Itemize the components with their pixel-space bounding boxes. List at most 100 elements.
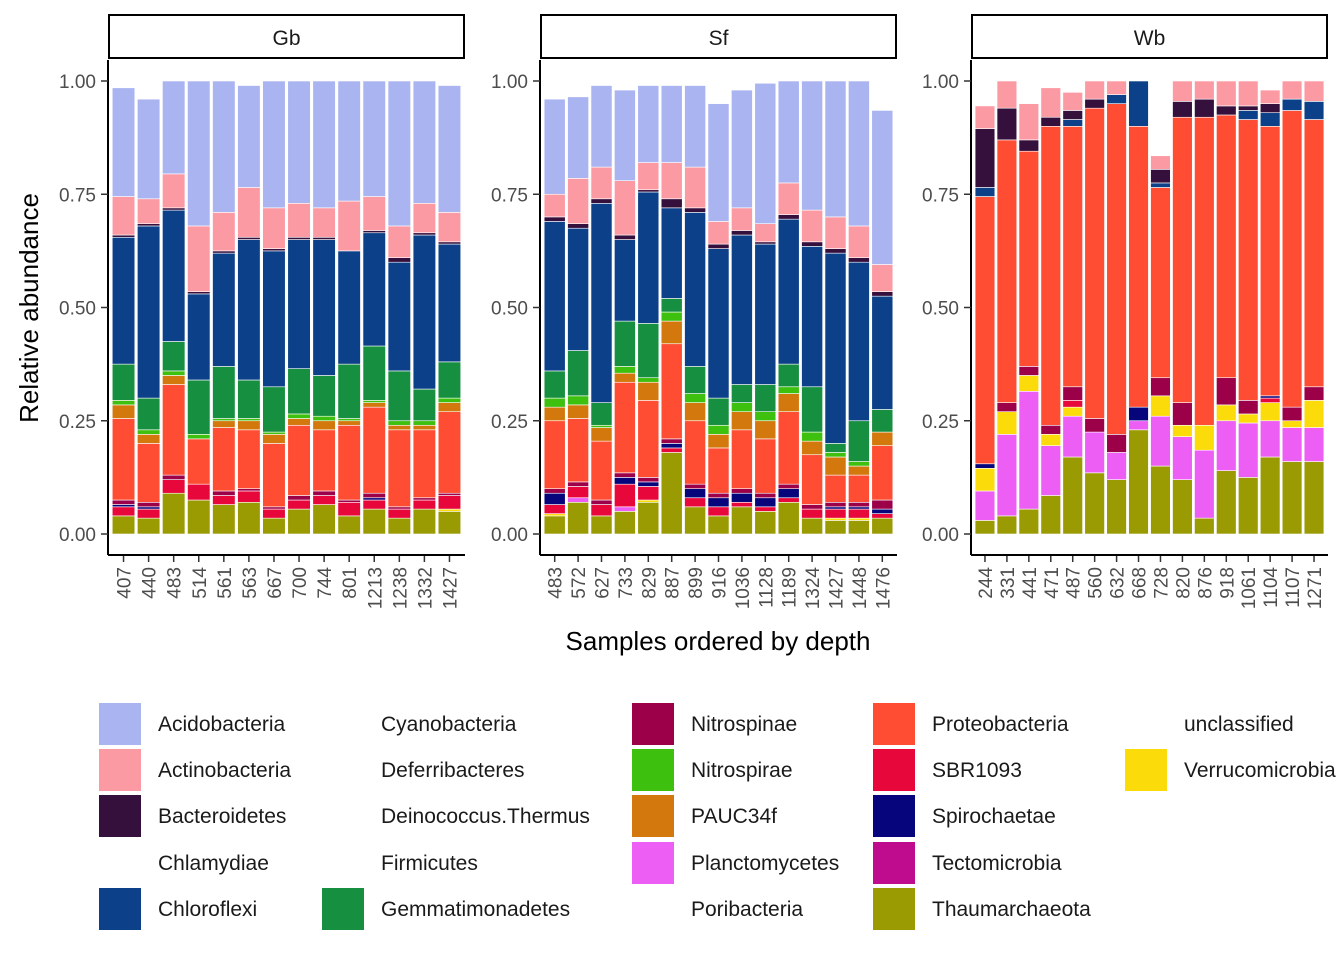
bar-segment bbox=[111, 234, 136, 238]
facet-strip bbox=[540, 14, 897, 59]
legend-item: Verrucomicrobia bbox=[1125, 749, 1336, 791]
y-tick-label: 1.00 bbox=[491, 72, 528, 93]
bar-segment bbox=[824, 517, 847, 521]
bar-segment bbox=[1303, 80, 1325, 102]
bar-segment bbox=[1238, 477, 1259, 535]
bar-segment bbox=[412, 232, 436, 236]
bar-segment bbox=[707, 221, 730, 245]
x-tick-label: 1189 bbox=[780, 567, 801, 608]
bar-segment bbox=[162, 384, 186, 476]
bar-segment bbox=[387, 261, 411, 372]
bar-segment bbox=[590, 515, 613, 535]
bar-segment bbox=[187, 80, 211, 227]
bar-segment bbox=[1150, 187, 1171, 379]
legend-key bbox=[99, 842, 141, 884]
bar-segment bbox=[754, 497, 777, 508]
bar-segment bbox=[543, 504, 566, 514]
bar-1036 bbox=[731, 89, 753, 535]
legend-item: Thaumarchaeota bbox=[873, 888, 1091, 930]
legend-label: Bacteroidetes bbox=[158, 805, 286, 828]
bar-segment bbox=[212, 250, 236, 254]
bar-segment bbox=[590, 198, 613, 204]
x-tick-label: 829 bbox=[639, 567, 660, 599]
bar-segment bbox=[137, 443, 161, 503]
bar-segment bbox=[801, 80, 823, 211]
bar-segment bbox=[660, 207, 683, 299]
bar-segment bbox=[437, 241, 462, 245]
legend-key bbox=[322, 842, 364, 884]
bar-segment bbox=[262, 80, 286, 209]
x-tick-label: 483 bbox=[546, 567, 567, 599]
bar-segment bbox=[162, 80, 186, 175]
bar-segment bbox=[1018, 366, 1040, 376]
legend: Acidobacteria Actinobacteria Bacteroidetes… bbox=[99, 703, 1336, 930]
bar-segment bbox=[162, 173, 186, 209]
x-tick-label: 514 bbox=[190, 567, 211, 599]
bar-segment bbox=[111, 404, 136, 419]
bar-segment bbox=[684, 506, 706, 535]
legend-item: Nitrospirae bbox=[632, 749, 793, 791]
bar-segment bbox=[1281, 420, 1303, 428]
bar-segment bbox=[590, 427, 613, 442]
bar-471 bbox=[1040, 87, 1061, 535]
bar-514 bbox=[187, 80, 211, 535]
bar-segment bbox=[707, 434, 730, 449]
x-tick-label: 1238 bbox=[390, 567, 411, 609]
bar-segment bbox=[287, 236, 311, 240]
bar-1061 bbox=[1238, 80, 1259, 535]
bar-segment bbox=[543, 193, 566, 218]
bar-segment bbox=[1062, 400, 1083, 408]
x-tick-label: 1107 bbox=[1283, 567, 1304, 608]
bar-segment bbox=[262, 207, 286, 249]
bar-segment bbox=[1238, 413, 1259, 424]
bar-segment bbox=[1128, 429, 1149, 535]
bar-segment bbox=[848, 461, 870, 467]
bar-segment bbox=[707, 506, 730, 517]
bar-segment bbox=[754, 411, 777, 422]
bar-segment bbox=[824, 443, 847, 453]
bar-segment bbox=[312, 495, 336, 505]
bar-segment bbox=[412, 508, 436, 535]
legend-label: Acidobacteria bbox=[158, 713, 286, 736]
bar-segment bbox=[824, 520, 847, 535]
bar-segment bbox=[1040, 445, 1061, 496]
bar-segment bbox=[871, 445, 894, 501]
bar-segment bbox=[614, 381, 636, 474]
bar-segment bbox=[707, 397, 730, 426]
bar-segment bbox=[801, 386, 823, 433]
bar-segment bbox=[974, 128, 996, 188]
bar-segment bbox=[1062, 92, 1083, 111]
bar-1427 bbox=[437, 85, 462, 535]
bar-segment bbox=[848, 520, 870, 535]
bar-segment bbox=[1216, 105, 1237, 116]
bar-segment bbox=[1106, 80, 1127, 95]
bar-segment bbox=[1040, 87, 1061, 118]
bar-segment bbox=[1194, 449, 1215, 519]
bar-segment bbox=[287, 413, 311, 419]
bar-segment bbox=[287, 203, 311, 238]
bar-segment bbox=[871, 291, 894, 297]
bar-segment bbox=[543, 221, 566, 372]
bar-733 bbox=[614, 89, 636, 535]
bar-segment bbox=[848, 420, 870, 462]
bar-560 bbox=[1084, 80, 1105, 535]
bar-segment bbox=[437, 508, 462, 512]
bar-segment bbox=[1150, 395, 1171, 417]
bar-segment bbox=[1084, 418, 1105, 433]
bar-segment bbox=[162, 474, 186, 480]
bar-segment bbox=[1281, 98, 1303, 111]
bar-segment bbox=[237, 488, 261, 492]
bar-1271 bbox=[1303, 80, 1325, 535]
bar-segment bbox=[1259, 420, 1281, 458]
bar-segment bbox=[1259, 89, 1281, 104]
legend-item: Poribacteria bbox=[632, 888, 803, 930]
legend-item: Planctomycetes bbox=[632, 842, 839, 884]
bar-segment bbox=[387, 420, 411, 426]
bar-segment bbox=[848, 506, 870, 510]
legend-item: Proteobacteria bbox=[873, 703, 1069, 745]
bar-segment bbox=[660, 85, 683, 163]
bar-segment bbox=[1150, 182, 1171, 188]
bar-segment bbox=[312, 80, 336, 209]
legend-item: Deferribacteres bbox=[322, 749, 525, 791]
bar-segment bbox=[1281, 461, 1303, 535]
